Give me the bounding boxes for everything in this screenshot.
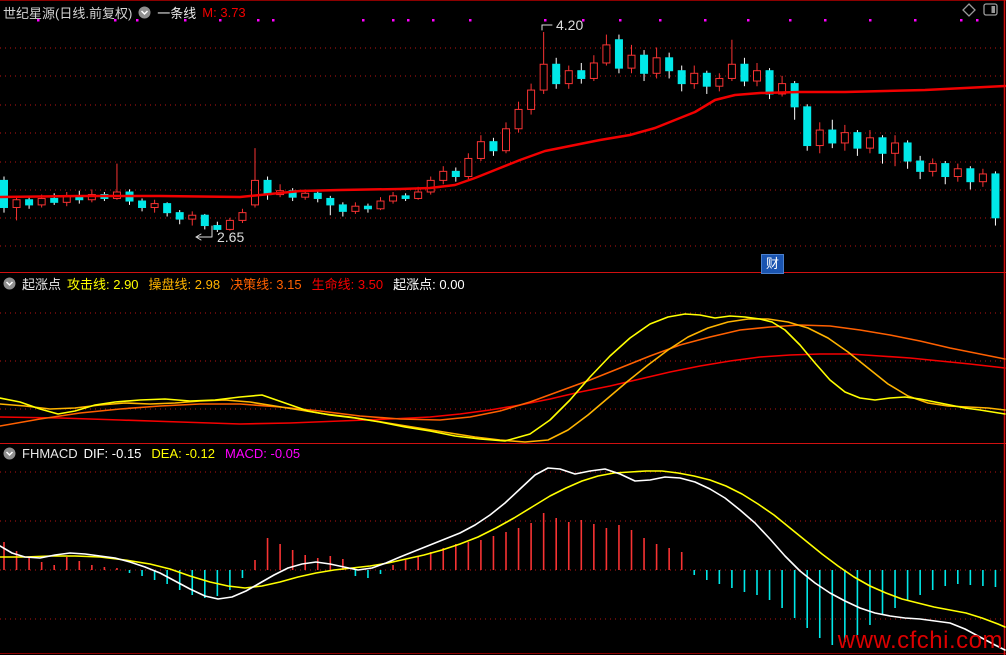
qizhangdian-header: 起涨点 攻击线: 2.90 操盘线: 2.98 决策线: 3.15 生命线: 3.50… (3, 274, 465, 293)
price-annotations: 4.20 2.65 (195, 17, 583, 245)
chevron-down-icon[interactable] (138, 6, 151, 19)
indicator-name[interactable]: 一条线 (157, 6, 197, 21)
candlestick-series (0, 32, 1000, 232)
svg-text:2.65: 2.65 (217, 229, 244, 245)
field-DEA: DEA: -0.12 (151, 446, 215, 461)
main-chart-header: 世纪星源(日线.前复权) 一条线 M: 3.73 (3, 3, 246, 22)
field-生命线: 生命线: 3.50 (311, 277, 384, 292)
svg-text:4.20: 4.20 (556, 17, 583, 33)
macd-values: DIF: -0.15 DEA: -0.12 MACD: -0.05 (84, 446, 301, 461)
chevron-down-icon[interactable] (3, 277, 16, 290)
stock-title: 世纪星源(日线.前复权) (3, 6, 133, 21)
cai-marker-badge[interactable]: 财 (761, 254, 784, 274)
qizhangdian-lines (0, 313, 1006, 443)
indicator-values: 攻击线: 2.90 操盘线: 2.98 决策线: 3.15 生命线: 3.50 起涨点:… (67, 274, 465, 293)
field-MACD: MACD: -0.05 (225, 446, 301, 461)
chevron-down-icon[interactable] (3, 447, 16, 460)
ma-value: M: 3.73 (202, 5, 246, 20)
field-起涨点: 起涨点: 0.00 (393, 277, 465, 292)
macd-panel-title[interactable]: FHMACD (22, 446, 78, 461)
diamond-icon[interactable] (962, 3, 976, 22)
watermark: www.cfchi.com (837, 627, 1003, 654)
field-操盘线: 操盘线: 2.98 (148, 277, 221, 292)
fhmacd-header: FHMACD DIF: -0.15 DEA: -0.12 MACD: -0.05 (3, 446, 300, 461)
corner-toolbar (962, 3, 998, 22)
ma-line (0, 84, 1006, 199)
field-攻击线: 攻击线: 2.90 (67, 277, 139, 292)
indicator-panel-title[interactable]: 起涨点 (22, 277, 62, 292)
macd-histogram (3, 513, 997, 645)
macd-lines (0, 467, 1006, 651)
panel-layout-icon[interactable] (983, 3, 998, 22)
gridlines (0, 47, 1003, 620)
field-决策线: 决策线: 3.15 (230, 277, 302, 292)
field-DIF: DIF: -0.15 (83, 446, 142, 461)
signal-dots (37, 19, 979, 22)
